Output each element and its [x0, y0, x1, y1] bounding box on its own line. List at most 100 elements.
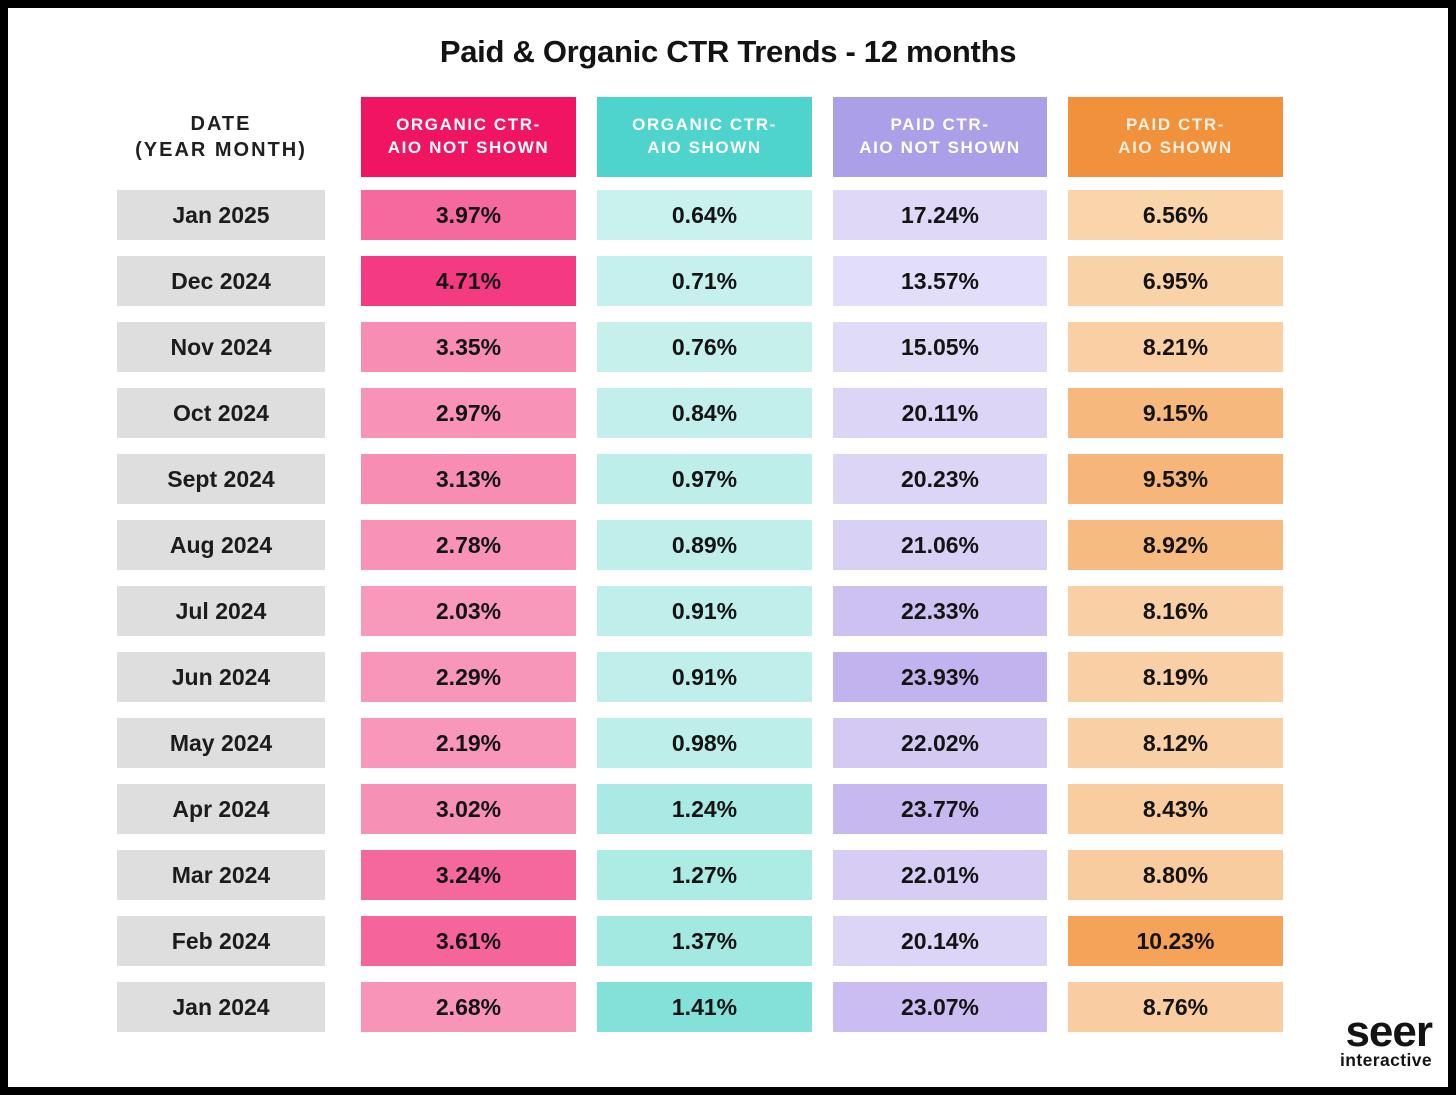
value-cell: 20.14%: [833, 916, 1047, 966]
value-cell: 0.76%: [597, 322, 812, 372]
column-header-label-line: AIO SHOWN: [1118, 138, 1233, 157]
value-cell: 8.76%: [1068, 982, 1283, 1032]
table-header-row: DATE (YEAR MONTH) ORGANIC CTR- AIO NOT S…: [117, 97, 1283, 177]
value-cell: 0.91%: [597, 652, 812, 702]
value-cell: 23.07%: [833, 982, 1047, 1032]
value-cell: 0.97%: [597, 454, 812, 504]
value-cell: 8.21%: [1068, 322, 1283, 372]
infographic-page: Paid & Organic CTR Trends - 12 months DA…: [8, 8, 1448, 1087]
value-cell: 3.61%: [361, 916, 576, 966]
table-row: Jan 2024 2.68% 1.41% 23.07% 8.76%: [117, 982, 1283, 1032]
date-column-header: DATE (YEAR MONTH): [117, 97, 325, 177]
value-cell: 0.84%: [597, 388, 812, 438]
column-header-organic-ctr-aio-not-shown: ORGANIC CTR- AIO NOT SHOWN: [361, 97, 576, 177]
column-header-organic-ctr-aio-shown: ORGANIC CTR- AIO SHOWN: [597, 97, 812, 177]
value-cell: 2.78%: [361, 520, 576, 570]
value-cell: 17.24%: [833, 190, 1047, 240]
date-cell: Jul 2024: [117, 586, 325, 636]
table-row: Jun 2024 2.29% 0.91% 23.93% 8.19%: [117, 652, 1283, 702]
date-cell-wrap: Jan 2025: [117, 190, 340, 240]
date-cell: May 2024: [117, 718, 325, 768]
table-row: Sept 2024 3.13% 0.97% 20.23% 9.53%: [117, 454, 1283, 504]
value-cell: 20.11%: [833, 388, 1047, 438]
table-row: Oct 2024 2.97% 0.84% 20.11% 9.15%: [117, 388, 1283, 438]
table-row: May 2024 2.19% 0.98% 22.02% 8.12%: [117, 718, 1283, 768]
value-cell: 4.71%: [361, 256, 576, 306]
logo-sub-text: interactive: [1340, 1050, 1432, 1070]
column-header-label-line: AIO NOT SHOWN: [859, 138, 1021, 157]
value-cell: 0.71%: [597, 256, 812, 306]
date-cell: Feb 2024: [117, 916, 325, 966]
date-cell: Sept 2024: [117, 454, 325, 504]
column-header-label-line: PAID CTR-: [1125, 115, 1226, 135]
column-header-label-line: AIO SHOWN: [647, 138, 762, 157]
value-cell: 15.05%: [833, 322, 1047, 372]
seer-interactive-logo: seer interactive: [1340, 1006, 1433, 1071]
column-header-label-line: ORGANIC CTR-: [396, 115, 541, 135]
column-header-label-line: AIO NOT SHOWN: [387, 138, 550, 157]
date-cell: Nov 2024: [117, 322, 325, 372]
value-cell: 22.02%: [833, 718, 1047, 768]
date-header-column: DATE (YEAR MONTH): [117, 97, 340, 177]
value-cell: 1.24%: [597, 784, 812, 834]
date-cell: Jun 2024: [117, 652, 325, 702]
page-title: Paid & Organic CTR Trends - 12 months: [439, 34, 1017, 69]
date-cell-wrap: Aug 2024: [117, 520, 340, 570]
date-cell: Apr 2024: [117, 784, 325, 834]
value-cell: 1.37%: [597, 916, 812, 966]
table-row: Jul 2024 2.03% 0.91% 22.33% 8.16%: [117, 586, 1283, 636]
value-cell: 8.80%: [1068, 850, 1283, 900]
value-cell: 0.64%: [597, 190, 812, 240]
value-cell: 2.97%: [361, 388, 576, 438]
value-cell: 21.06%: [833, 520, 1047, 570]
value-cell: 8.92%: [1068, 520, 1283, 570]
date-cell: Aug 2024: [117, 520, 325, 570]
logo-brand-text: seer: [1345, 1006, 1433, 1056]
value-cell: 6.56%: [1068, 190, 1283, 240]
value-cell: 23.93%: [833, 652, 1047, 702]
value-cell: 9.53%: [1068, 454, 1283, 504]
value-cell: 8.43%: [1068, 784, 1283, 834]
value-cell: 22.33%: [833, 586, 1047, 636]
date-cell-wrap: Feb 2024: [117, 916, 340, 966]
value-cell: 20.23%: [833, 454, 1047, 504]
date-cell: Dec 2024: [117, 256, 325, 306]
date-cell-wrap: Oct 2024: [117, 388, 340, 438]
value-cell: 3.13%: [361, 454, 576, 504]
value-cell: 10.23%: [1068, 916, 1283, 966]
date-cell-wrap: Nov 2024: [117, 322, 340, 372]
value-cell: 8.19%: [1068, 652, 1283, 702]
date-cell: Oct 2024: [117, 388, 325, 438]
date-cell-wrap: Sept 2024: [117, 454, 340, 504]
date-cell: Mar 2024: [117, 850, 325, 900]
table-row: Apr 2024 3.02% 1.24% 23.77% 8.43%: [117, 784, 1283, 834]
column-header-label-line: ORGANIC CTR-: [632, 115, 777, 135]
column-header-label-line: PAID CTR-: [890, 115, 990, 135]
table-row: Feb 2024 3.61% 1.37% 20.14% 10.23%: [117, 916, 1283, 966]
value-cell: 22.01%: [833, 850, 1047, 900]
value-cell: 2.19%: [361, 718, 576, 768]
table-row: Nov 2024 3.35% 0.76% 15.05% 8.21%: [117, 322, 1283, 372]
date-cell-wrap: Apr 2024: [117, 784, 340, 834]
value-cell: 0.91%: [597, 586, 812, 636]
date-header-line-2: (YEAR MONTH): [135, 139, 307, 161]
value-cell: 3.24%: [361, 850, 576, 900]
value-cell: 8.16%: [1068, 586, 1283, 636]
date-cell-wrap: Mar 2024: [117, 850, 340, 900]
value-cell: 1.27%: [597, 850, 812, 900]
table-body: Jan 2025 3.97% 0.64% 17.24% 6.56% Dec 2024 4.7…: [117, 190, 1283, 1032]
table-row: Dec 2024 4.71% 0.71% 13.57% 6.95%: [117, 256, 1283, 306]
column-header-paid-ctr-aio-not-shown: PAID CTR- AIO NOT SHOWN: [833, 97, 1047, 177]
value-cell: 3.97%: [361, 190, 576, 240]
column-header-paid-ctr-aio-shown: PAID CTR- AIO SHOWN: [1068, 97, 1283, 177]
value-cell: 23.77%: [833, 784, 1047, 834]
value-cell: 9.15%: [1068, 388, 1283, 438]
date-cell: Jan 2024: [117, 982, 325, 1032]
value-cell: 6.95%: [1068, 256, 1283, 306]
date-cell-wrap: May 2024: [117, 718, 340, 768]
table-row: Jan 2025 3.97% 0.64% 17.24% 6.56%: [117, 190, 1283, 240]
value-cell: 1.41%: [597, 982, 812, 1032]
date-cell-wrap: Jan 2024: [117, 982, 340, 1032]
value-cell: 8.12%: [1068, 718, 1283, 768]
table-row: Aug 2024 2.78% 0.89% 21.06% 8.92%: [117, 520, 1283, 570]
